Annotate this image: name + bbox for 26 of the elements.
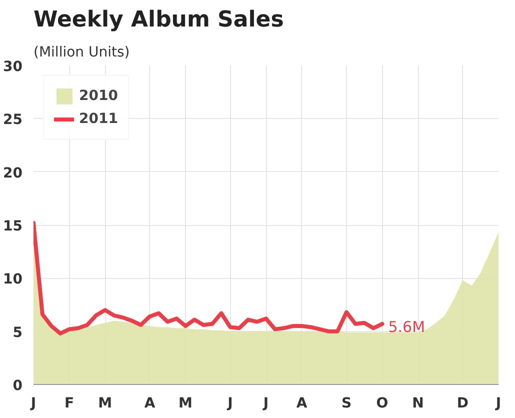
x-tick-label: N xyxy=(412,396,424,412)
chart-title: Weekly Album Sales xyxy=(34,8,284,32)
x-tick-label: F xyxy=(64,396,74,412)
y-tick-label: 30 xyxy=(3,59,23,75)
x-tick-label: S xyxy=(341,396,352,412)
y-tick-label: 20 xyxy=(3,165,23,182)
x-tick-label: J xyxy=(226,396,233,412)
y-tick-label: 5 xyxy=(12,324,23,341)
annotation: 5.6M xyxy=(388,318,426,336)
y-tick-label: 0 xyxy=(12,378,23,394)
x-tick-label: J xyxy=(262,396,269,412)
x-tick-label: D xyxy=(456,396,469,412)
x-tick-label: O xyxy=(376,396,388,412)
x-tick-label: M xyxy=(98,396,112,412)
chart-subtitle: (Million Units) xyxy=(34,44,130,60)
y-tick-label: 25 xyxy=(3,112,22,128)
y-tick-label: 10 xyxy=(3,272,23,288)
line-series xyxy=(34,220,384,336)
x-tick-label: A xyxy=(144,396,156,412)
legend-label: 2010 xyxy=(79,88,118,104)
x-tick-label: M xyxy=(178,396,192,412)
x-tick-label: A xyxy=(296,396,308,412)
legend-label: 2011 xyxy=(79,111,118,127)
x-tick-label: J xyxy=(30,396,36,412)
x-tick-label: J xyxy=(494,396,502,412)
y-tick-label: 15 xyxy=(3,218,22,234)
